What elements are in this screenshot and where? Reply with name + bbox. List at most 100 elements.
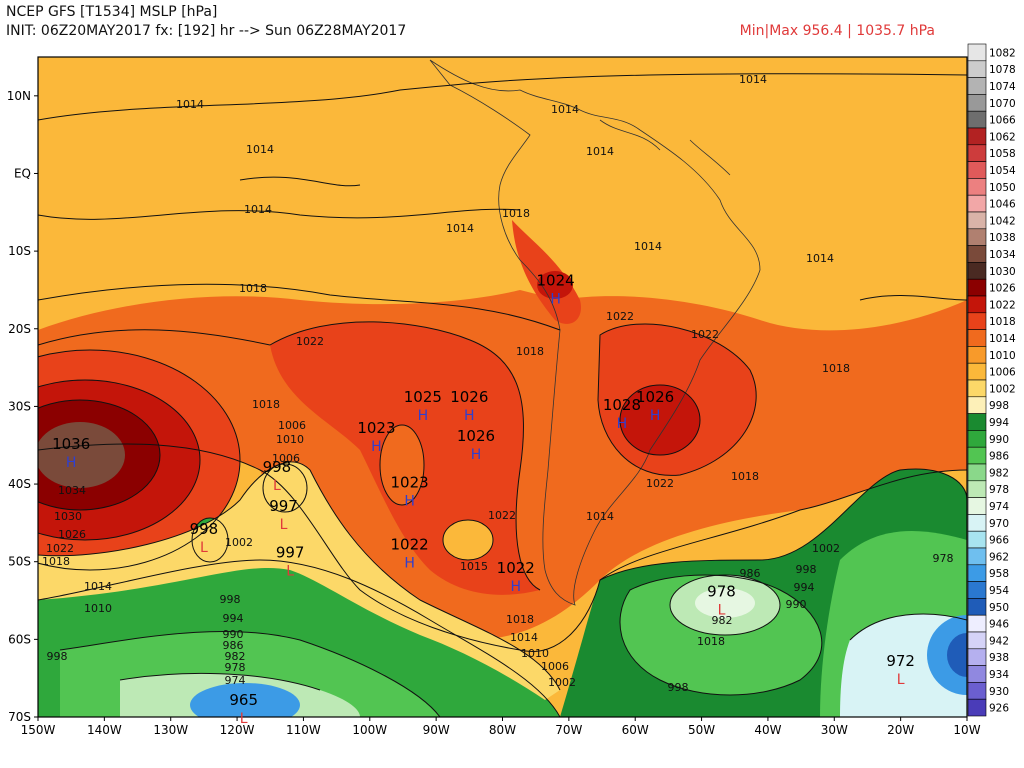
colorbar-label: 978 [989,484,1009,496]
isobar-label: 990 [786,598,807,611]
high-marker: H [404,556,415,572]
colorbar-label: 986 [989,451,1009,463]
colorbar-label: 1002 [989,383,1016,395]
isobar-label: 978 [933,552,954,565]
isobar-label: 998 [796,563,817,576]
lon-tick-label: 120W [220,723,255,737]
lon-tick-label: 10W [953,723,980,737]
colorbar-label: 1054 [989,165,1016,177]
colorbar-label: 1058 [989,148,1016,160]
isobar-label: 1010 [276,433,304,446]
colorbar-swatch [967,648,987,666]
isobar-label: 1018 [731,470,759,483]
colorbar-label: 998 [989,400,1009,412]
isobar-label: 1034 [58,484,86,497]
isobar-label: 994 [223,612,244,625]
isobar-label: 1002 [548,676,576,689]
isobar-label: 1018 [822,362,850,375]
isobar-label: 1014 [739,73,767,86]
colorbar-label: 962 [989,551,1009,563]
isobar-label: 978 [225,661,246,674]
lon-tick-label: 40W [754,723,781,737]
lon-tick-label: 60W [622,723,649,737]
high-marker: H [66,455,77,471]
isobar-label: 1010 [84,602,112,615]
colorbar-swatch [967,278,987,297]
colorbar-label: 950 [989,602,1009,614]
center-value: 1028 [603,396,641,414]
colorbar-label: 946 [989,619,1009,631]
colorbar-swatch [967,446,987,465]
lat-tick-label: 10N [7,89,31,103]
isobar-label: 1006 [278,419,306,432]
colorbar-swatch [967,463,987,482]
isobar-label: 982 [712,614,733,627]
isobar-label: 1022 [606,310,634,323]
colorbar-label: 1014 [989,333,1016,345]
center-value: 1025 [404,388,442,406]
colorbar-swatch [967,312,987,330]
colorbar-label: 982 [989,467,1009,479]
isobar-label: 1018 [239,282,267,295]
colorbar-swatch [967,178,987,196]
colorbar-label: 970 [989,518,1009,530]
low-marker: L [718,602,726,618]
colorbar-label: 1038 [989,232,1016,244]
colorbar-swatch [967,682,987,700]
colorbar-swatch [967,413,987,431]
isobar-label: 1015 [460,560,488,573]
high-marker: H [511,579,522,595]
colorbar-label: 1066 [989,115,1016,127]
center-value: 972 [886,652,915,670]
isobar-label: 1022 [46,542,74,555]
low-marker: L [240,711,248,727]
lon-tick-label: 110W [286,723,321,737]
isobar-label: 1014 [84,580,112,593]
isobar-label: 1022 [691,328,719,341]
isobar-label: 1014 [246,143,274,156]
colorbar-label: 1006 [989,367,1016,379]
lon-tick-label: 70W [555,723,582,737]
colorbar-swatch [967,110,987,129]
center-value: 997 [269,497,298,515]
colorbar-swatch [967,329,987,347]
isobar-label: 1018 [516,345,544,358]
coastlines [429,59,761,606]
colorbar-swatch [967,346,987,364]
center-value: 965 [229,691,258,709]
center-value: 1036 [52,435,90,453]
colorbar-swatch [967,127,987,146]
isobar-label: 1018 [502,207,530,220]
colorbar-swatch [967,598,987,616]
isobar-label: 1018 [506,613,534,626]
center-value: 1023 [357,419,395,437]
colorbar-label: 954 [989,585,1009,597]
colorbar-swatch [967,245,987,263]
high-marker: H [471,447,482,463]
isobar-label: 998 [668,681,689,694]
low-marker: L [200,540,208,556]
lat-tick-label: 10S [8,244,31,258]
isobar-label: 986 [223,639,244,652]
center-value: 997 [276,543,305,561]
isobar-label: 998 [47,650,68,663]
isobar-label: 1018 [42,555,70,568]
colorbar-label: 1034 [989,249,1016,261]
lon-tick-label: 30W [821,723,848,737]
colorbar-swatch [967,362,987,381]
lat-tick-label: 40S [8,477,31,491]
lon-tick-label: 130W [153,723,188,737]
colorbar-swatch [967,497,987,515]
lon-tick-label: 80W [489,723,516,737]
center-value: 1026 [636,388,674,406]
colorbar-swatch [967,295,987,314]
isobar-label: 1022 [296,335,324,348]
lat-tick-label: 70S [8,710,31,724]
colorbar-swatch [967,194,987,213]
isobar-label: 998 [220,593,241,606]
isobar-label: 1018 [252,398,280,411]
lon-tick-label: 100W [352,723,387,737]
lon-tick-label: 50W [688,723,715,737]
colorbar-label: 1062 [989,131,1016,143]
center-value: 1022 [497,559,535,577]
